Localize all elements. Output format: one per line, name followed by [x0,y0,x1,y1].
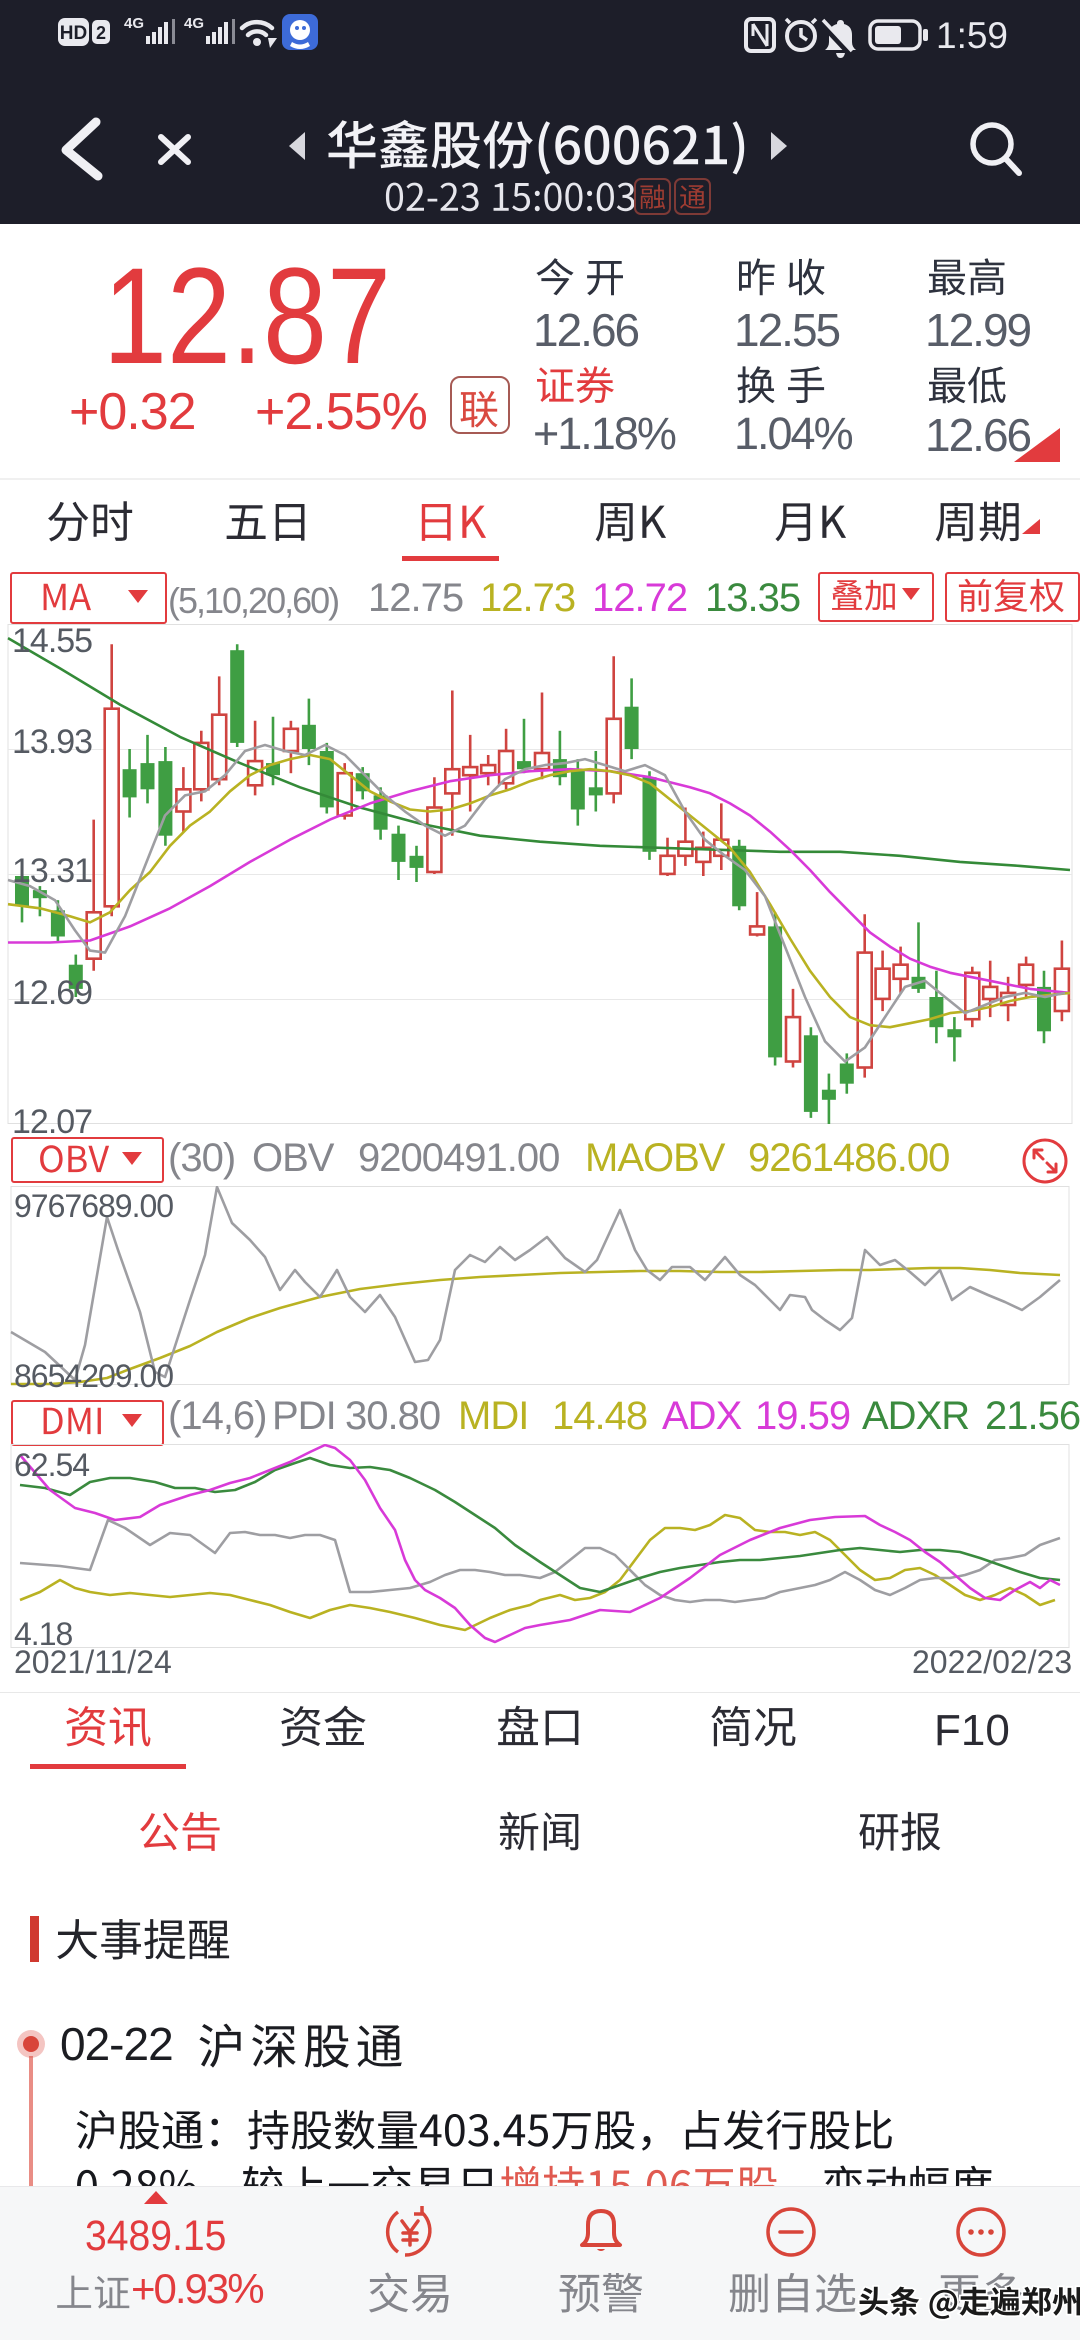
svg-text:HD: HD [60,23,87,44]
svg-text:4G: 4G [184,15,204,32]
svg-text:4G: 4G [124,15,144,32]
svg-text:2: 2 [96,23,106,43]
svg-text:1:59: 1:59 [936,15,1008,56]
